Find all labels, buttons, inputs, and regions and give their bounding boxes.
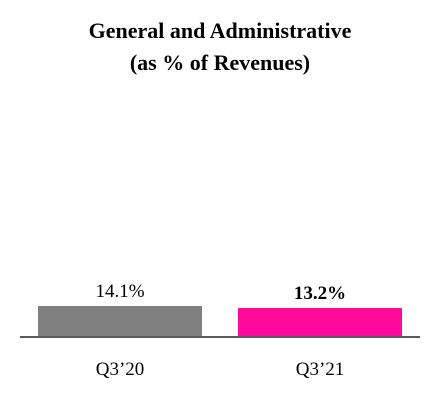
x-tick-label-2: Q3’21: [296, 359, 345, 380]
bar-2: [238, 307, 402, 337]
bar-1: [38, 305, 202, 337]
data-label-2: 13.2%: [294, 283, 346, 304]
data-label-1: 14.1%: [95, 281, 144, 302]
chart-title-line-2: (as % of Revenues): [129, 50, 311, 75]
x-tick-label-1: Q3’20: [96, 359, 145, 380]
chart-title-line-1: General and Administrative: [88, 18, 352, 43]
